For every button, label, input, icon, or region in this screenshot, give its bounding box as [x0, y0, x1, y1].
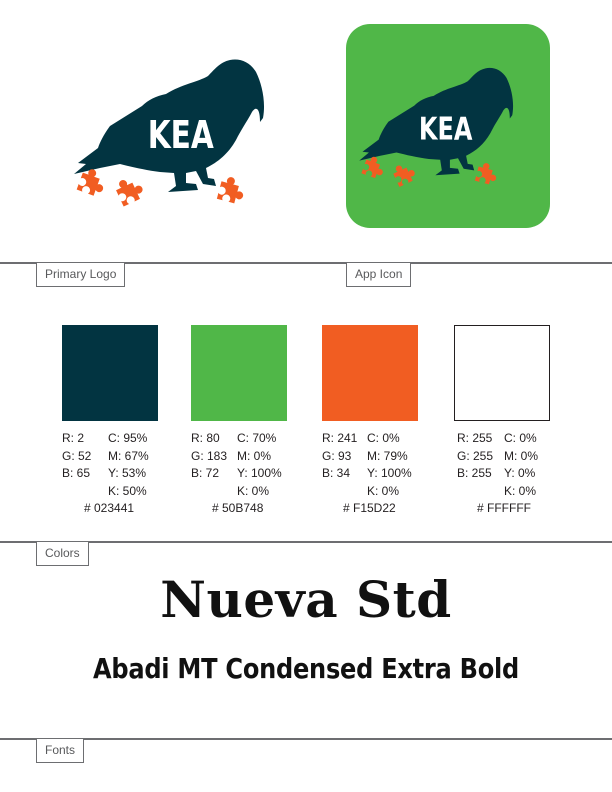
puzzle-pieces — [361, 156, 497, 187]
color-swatch-navy — [62, 325, 158, 421]
cmyk-value: Y: 100% — [367, 466, 412, 480]
rgb-value: R: 2 — [62, 431, 85, 445]
rgb-value: B: 34 — [322, 466, 351, 480]
hex-code-white: # FFFFFF — [477, 501, 531, 515]
cmyk-value: C: 0% — [504, 431, 537, 445]
font-sample-secondary: Abadi MT Condensed Extra Bold — [92, 652, 520, 685]
colors-label: Colors — [36, 542, 89, 566]
cmyk-value: C: 95% — [108, 431, 148, 445]
app-icon-label: App Icon — [346, 263, 412, 287]
rgb-value: R: 80 — [191, 431, 220, 445]
puzzle-pieces — [76, 169, 244, 207]
puzzle-piece-icon — [361, 156, 383, 179]
logo-wordmark: KEA — [148, 113, 215, 158]
color-swatch-orange — [322, 325, 418, 421]
cmyk-value: K: 0% — [367, 483, 400, 498]
hex-code-green: # 50B748 — [212, 501, 264, 515]
font-sample-primary: Nueva Std — [160, 570, 452, 629]
cmyk-value: Y: 0% — [504, 466, 536, 480]
cmyk-value: M: 79% — [367, 448, 408, 463]
primary-logo-label: Primary Logo — [36, 263, 126, 287]
hex-code-navy: # 023441 — [84, 501, 135, 515]
rgb-value: R: 241 — [322, 431, 358, 445]
section-divider — [0, 541, 612, 543]
rgb-value: G: 93 — [322, 448, 352, 463]
cmyk-value: C: 70% — [237, 431, 277, 445]
rgb-value: G: 255 — [457, 448, 494, 463]
rgb-value: B: 72 — [191, 466, 220, 480]
section-divider — [0, 738, 612, 740]
rgb-value: R: 255 — [457, 431, 493, 445]
puzzle-piece-icon — [216, 177, 244, 204]
cmyk-value: Y: 100% — [237, 466, 282, 480]
kea-bird-icon: KEA — [74, 59, 265, 192]
puzzle-piece-icon — [76, 169, 104, 196]
puzzle-piece-icon — [474, 163, 497, 185]
rgb-value: B: 255 — [457, 466, 492, 480]
kea-primary-logo: KEA — [74, 59, 265, 207]
logo-wordmark: KEA — [419, 111, 473, 148]
hex-code-orange: # F15D22 — [343, 501, 396, 515]
rgb-value: G: 183 — [191, 448, 228, 463]
cmyk-value: K: 0% — [237, 483, 270, 498]
cmyk-value: C: 0% — [367, 431, 400, 445]
kea-bird-icon: KEA — [359, 67, 514, 176]
cmyk-value: K: 50% — [108, 483, 147, 498]
rgb-value: G: 52 — [62, 448, 92, 463]
kea-app-icon-logo: KEA — [359, 67, 514, 187]
puzzle-piece-icon — [116, 180, 143, 207]
puzzle-piece-icon — [393, 165, 415, 187]
color-swatch-green — [191, 325, 287, 421]
cmyk-value: K: 0% — [504, 483, 537, 498]
cmyk-value: M: 0% — [237, 448, 272, 463]
fonts-label: Fonts — [36, 739, 85, 763]
rgb-value: B: 65 — [62, 466, 91, 480]
cmyk-value: M: 0% — [504, 448, 539, 463]
cmyk-value: Y: 53% — [108, 466, 147, 480]
color-swatch-white — [454, 325, 550, 421]
section-divider — [0, 262, 612, 264]
cmyk-value: M: 67% — [108, 448, 149, 463]
